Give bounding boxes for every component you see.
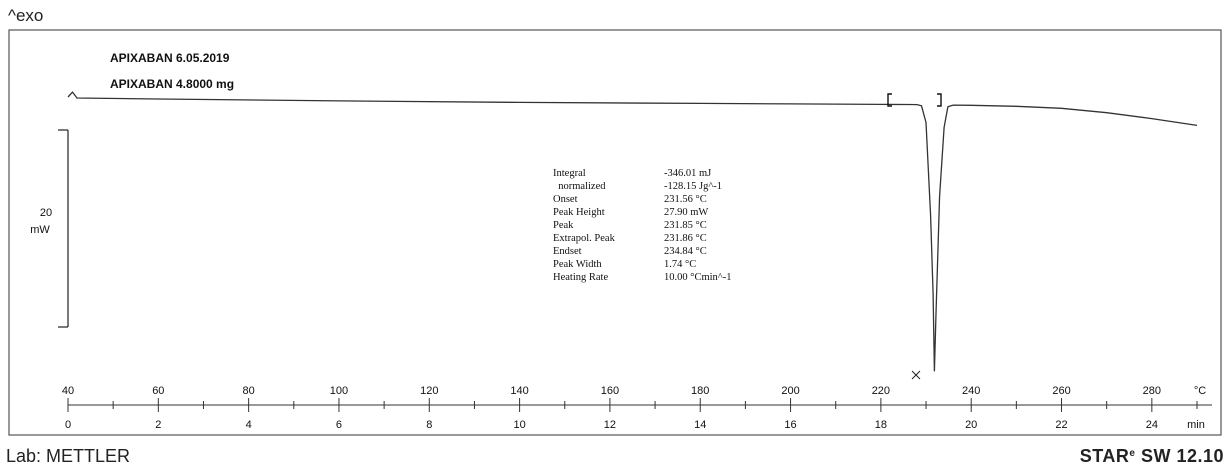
- x-tick-label-temp-80: 80: [243, 385, 255, 397]
- result-value: 231.86 °C: [664, 233, 707, 244]
- x-tick-label-temp-60: 60: [152, 385, 164, 397]
- x-tick-label-time-0: 0: [65, 419, 71, 431]
- result-label: Endset: [553, 246, 582, 257]
- lab-label: Lab: METTLER: [6, 446, 131, 466]
- x-tick-label-temp-40: 40: [62, 385, 74, 397]
- result-value: 10.00 °Cmin^-1: [664, 272, 731, 283]
- software-label: STARe SW 12.10: [1080, 446, 1224, 467]
- x-tick-label-temp-200: 200: [781, 385, 799, 397]
- x-tick-label-temp-140: 140: [510, 385, 528, 397]
- x-tick-label-time-20: 20: [965, 419, 977, 431]
- plot-frame: [8, 29, 1222, 436]
- x-tick-label-temp-260: 260: [1052, 385, 1070, 397]
- x-tick-label-time-6: 6: [336, 419, 342, 431]
- result-label: Peak: [553, 220, 574, 231]
- x-tick-label-time-8: 8: [426, 419, 432, 431]
- x-tick-label-temp-160: 160: [601, 385, 619, 397]
- x-tick-label-time-22: 22: [1055, 419, 1067, 431]
- result-value: 234.84 °C: [664, 246, 707, 257]
- x-tick-label-time-16: 16: [784, 419, 796, 431]
- exo-direction-label: ^exo: [8, 6, 44, 25]
- software-sup: e: [1129, 448, 1136, 459]
- software-name: STAR: [1079, 446, 1130, 466]
- x-tick-label-temp-120: 120: [420, 385, 438, 397]
- x-tick-label-temp-220: 220: [872, 385, 890, 397]
- result-label: Heating Rate: [553, 272, 608, 283]
- x-tick-label-temp-180: 180: [691, 385, 709, 397]
- y-scale-unit: mW: [30, 224, 50, 236]
- x-tick-label-temp-280: 280: [1143, 385, 1161, 397]
- result-value: 231.85 °C: [664, 220, 707, 231]
- result-label: Extrapol. Peak: [553, 233, 616, 244]
- y-scale-bar: [58, 129, 69, 328]
- result-label: Onset: [553, 194, 578, 205]
- x-axis-unit-temperature: °C: [1194, 385, 1206, 397]
- x-tick-label-time-2: 2: [155, 419, 161, 431]
- x-tick-label-time-24: 24: [1146, 419, 1158, 431]
- evaluation-results: Integral -346.01 mJ normalized -128.15 Jg^…: [553, 168, 731, 283]
- dsc-curve: [67, 91, 1198, 372]
- sample-line-2: APIXABAN 4.8000 mg: [110, 77, 234, 91]
- result-value: 27.90 mW: [664, 207, 708, 218]
- sample-line-1: APIXABAN 6.05.2019: [110, 51, 230, 65]
- result-label: Peak Height: [553, 207, 605, 218]
- peak-marker: [911, 370, 921, 380]
- x-axis-temperature: 40 60 80 100 120 140 160 180 200 220 240 260 280: [62, 385, 1198, 412]
- x-tick-label-time-10: 10: [513, 419, 525, 431]
- result-value: 1.74 °C: [664, 259, 696, 270]
- x-tick-label-temp-240: 240: [962, 385, 980, 397]
- software-version: SW 12.10: [1135, 446, 1224, 466]
- x-axis-unit-time: min: [1187, 419, 1205, 431]
- result-label: Peak Width: [553, 259, 602, 270]
- x-tick-label-time-14: 14: [694, 419, 706, 431]
- result-value: -346.01 mJ: [664, 168, 711, 179]
- result-label: Integral: [553, 168, 586, 179]
- x-tick-label-time-4: 4: [246, 419, 252, 431]
- x-tick-label-time-12: 12: [604, 419, 616, 431]
- result-label: normalized: [553, 181, 606, 192]
- y-scale-value: 20: [40, 207, 52, 219]
- x-tick-label-temp-100: 100: [330, 385, 348, 397]
- result-value: -128.15 Jg^-1: [664, 181, 722, 192]
- x-axis-time: 0 2 4 6 8 10 12 14 16 18 20 22 24: [65, 419, 1158, 431]
- x-tick-label-time-18: 18: [875, 419, 887, 431]
- result-value: 231.56 °C: [664, 194, 707, 205]
- integration-limits: [887, 93, 942, 107]
